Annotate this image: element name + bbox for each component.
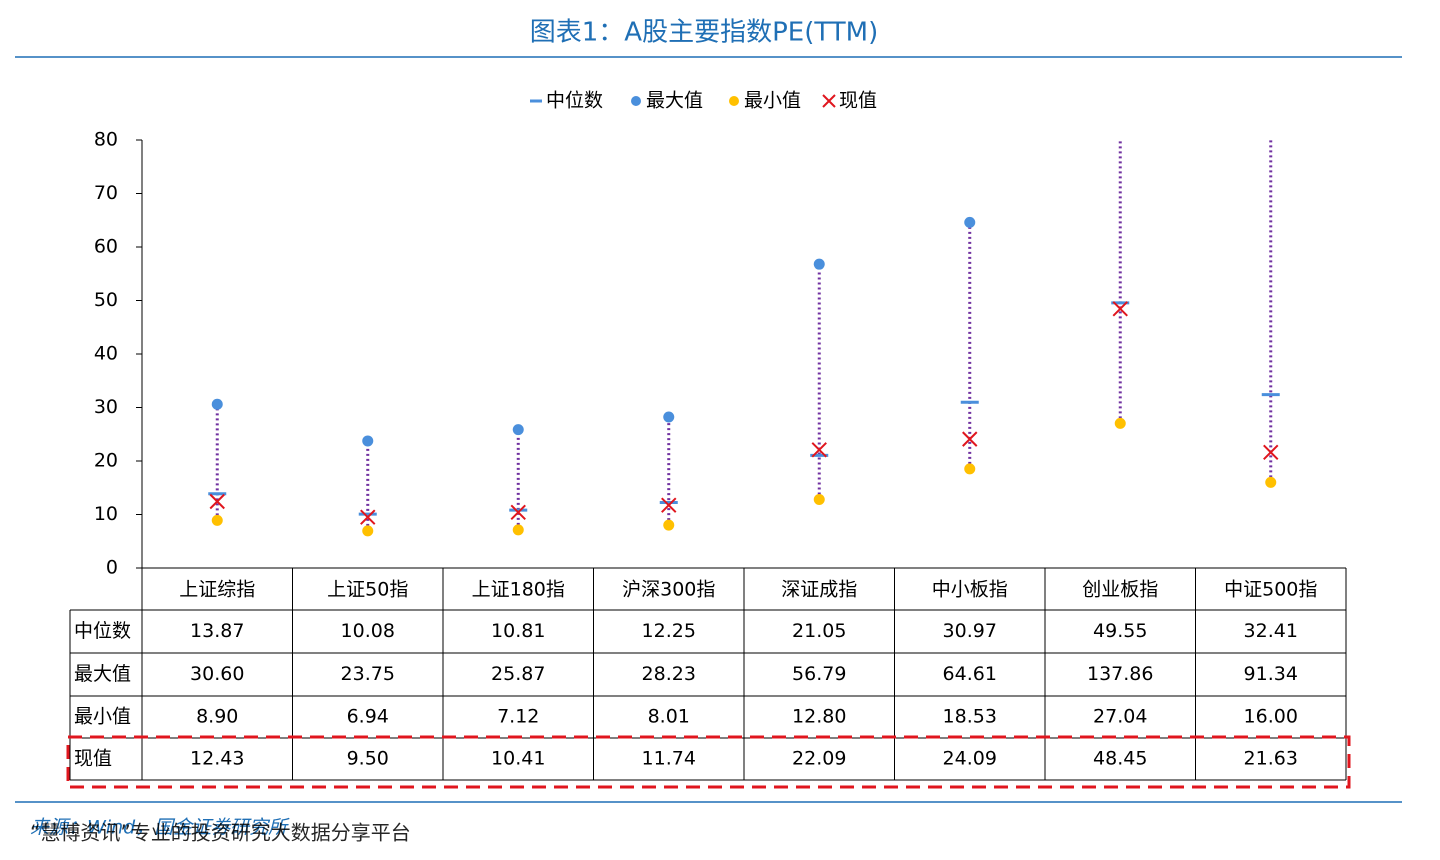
table-cell: 22.09	[792, 748, 846, 770]
current-mark	[360, 509, 376, 525]
legend-item: 中位数	[530, 90, 603, 112]
legend-item: 现值	[822, 90, 877, 112]
table-cell: 32.41	[1244, 620, 1298, 642]
point	[1265, 74, 1276, 85]
point	[813, 258, 825, 270]
y-tick-label: 0	[106, 557, 118, 579]
table-cell: 10.41	[491, 748, 545, 770]
table-cell: 9.50	[347, 748, 389, 770]
point	[362, 435, 374, 447]
legend-marker	[822, 94, 836, 108]
legend-marker	[631, 96, 641, 106]
point	[964, 463, 976, 475]
table-cell: 12.80	[792, 706, 846, 728]
x-tick-label: 沪深300指	[622, 579, 715, 601]
legend-label: 中位数	[546, 90, 603, 112]
point	[1265, 476, 1277, 488]
table-cell: 10.08	[341, 620, 395, 642]
x-tick-label: 上证综指	[179, 579, 255, 601]
table-cell: 12.25	[642, 620, 696, 642]
point	[663, 411, 675, 423]
table-cell: 27.04	[1093, 706, 1147, 728]
table-cell: 12.43	[190, 748, 244, 770]
table-cell: 24.09	[943, 748, 997, 770]
y-tick-label: 60	[94, 236, 118, 258]
table-cell: 6.94	[347, 706, 389, 728]
x-tick-label: 深证成指	[781, 579, 857, 601]
y-tick-label: 40	[94, 343, 118, 365]
point	[964, 216, 976, 228]
table-cell: 23.75	[341, 663, 395, 685]
row-label: 最大值	[74, 663, 131, 685]
table-cell: 48.45	[1093, 748, 1147, 770]
table-cell: 30.97	[943, 620, 997, 642]
table-cell: 8.01	[648, 706, 690, 728]
current-mark	[661, 497, 677, 513]
highlight-box	[66, 735, 1351, 789]
point	[211, 398, 223, 410]
chart-title: 图表1：A股主要指数PE(TTM)	[530, 18, 878, 48]
legend-label: 最小值	[744, 90, 801, 112]
x-tick-label: 创业板指	[1082, 579, 1158, 601]
y-tick-label: 80	[94, 129, 118, 151]
table-cell: 8.90	[196, 706, 238, 728]
table-cell: 28.23	[642, 663, 696, 685]
watermark: “慧博资讯”专业的投资研究大数据分享平台	[30, 821, 411, 845]
x-tick-label: 上证180指	[472, 579, 565, 601]
current-mark	[811, 442, 827, 458]
y-tick-label: 30	[94, 396, 118, 418]
table-cell: 11.74	[642, 748, 696, 770]
point	[512, 524, 524, 536]
point	[362, 525, 374, 537]
table-cell: 25.87	[491, 663, 545, 685]
y-tick-label: 20	[94, 450, 118, 472]
table-cell: 18.53	[943, 706, 997, 728]
legend-marker	[729, 96, 739, 106]
source: 来源：Wind，国金证券研究所	[30, 817, 290, 839]
legend-label: 最大值	[646, 90, 703, 112]
point	[512, 424, 524, 436]
plot-area	[208, 74, 1280, 537]
current-mark	[510, 504, 526, 521]
table-cell: 64.61	[943, 663, 997, 685]
point	[663, 519, 675, 531]
y-tick-label: 50	[94, 289, 118, 311]
table-cell: 21.63	[1244, 748, 1298, 770]
point	[1114, 417, 1126, 429]
current-mark	[962, 431, 978, 447]
legend-item: 最大值	[631, 90, 703, 112]
table-cell: 56.79	[792, 663, 846, 685]
current-mark	[1112, 301, 1128, 317]
table-cell: 30.60	[190, 663, 244, 685]
current-mark	[209, 493, 225, 510]
legend-label: 现值	[839, 90, 877, 112]
row-label: 中位数	[74, 620, 131, 642]
y-tick-label: 70	[94, 182, 118, 204]
table-cell: 10.81	[491, 620, 545, 642]
current-mark	[1263, 444, 1279, 460]
table-cell: 7.12	[497, 706, 539, 728]
point	[211, 514, 223, 526]
table-cell: 16.00	[1244, 706, 1298, 728]
row-label: 现值	[74, 748, 112, 770]
table-cell: 21.05	[792, 620, 846, 642]
table-cell: 13.87	[190, 620, 244, 642]
row-label: 最小值	[74, 706, 131, 728]
table-cell: 49.55	[1093, 620, 1147, 642]
x-tick-label: 上证50指	[327, 579, 408, 601]
y-tick-label: 10	[94, 503, 118, 525]
table-cell: 137.86	[1087, 663, 1153, 685]
table-cell: 91.34	[1244, 663, 1298, 685]
x-tick-label: 中小板指	[932, 579, 1008, 601]
point	[813, 494, 825, 506]
x-tick-label: 中证500指	[1224, 579, 1317, 601]
legend-item: 最小值	[729, 90, 801, 112]
